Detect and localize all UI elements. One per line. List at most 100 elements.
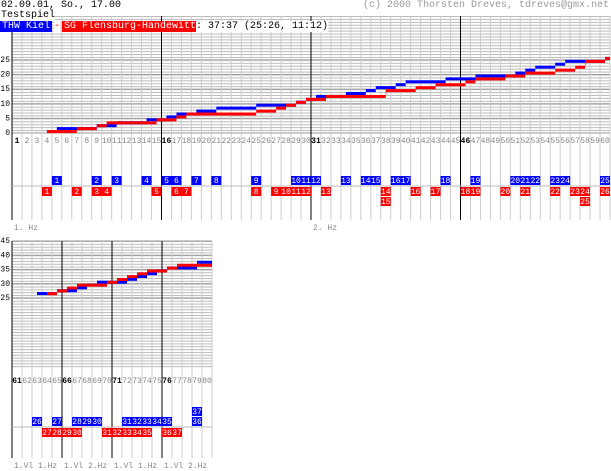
x-tick-label: 45 (451, 137, 461, 146)
separator: - (54, 21, 61, 32)
goal-label: 36 (162, 429, 172, 438)
x-tick-label: 10 (102, 137, 112, 146)
score-step (435, 83, 466, 87)
goal-box (171, 187, 182, 196)
score-step (256, 103, 297, 107)
score-step (575, 65, 586, 69)
x-tick-label: 77 (172, 377, 182, 386)
score-step (137, 272, 147, 276)
goal-box (111, 176, 122, 185)
goal-label: 27 (42, 429, 52, 438)
score-step (67, 286, 77, 290)
x-tick-label: 34 (341, 137, 351, 146)
x-tick-label: 13 (132, 137, 142, 146)
period-label: 1. Hz (14, 224, 38, 233)
goal-box (271, 187, 282, 196)
score-step (176, 112, 197, 116)
goal-label: 2 (94, 177, 99, 186)
goal-box (340, 176, 351, 185)
y-tick-label: 40 (0, 251, 10, 260)
goal-box (41, 187, 52, 196)
goal-label: 24 (560, 177, 570, 186)
x-tick-label: 50 (501, 137, 511, 146)
x-tick-label: 71 (112, 377, 122, 386)
score-step (465, 80, 476, 84)
goal-box (102, 428, 112, 437)
goal-label: 29 (82, 418, 92, 427)
goal-label: 21 (520, 188, 530, 197)
goal-label: 22 (550, 188, 560, 197)
x-tick-label: 78 (182, 377, 192, 386)
score-step (167, 266, 177, 270)
goal-label: 6 (174, 177, 179, 186)
x-tick-label: 76 (162, 377, 172, 386)
goal-label: 31 (122, 418, 132, 427)
goal-box (151, 187, 162, 196)
score-step (186, 112, 257, 116)
score-step (216, 106, 257, 110)
goal-box (550, 176, 561, 185)
score-step (525, 71, 556, 75)
goal-box (142, 428, 152, 437)
x-tick-label: 12 (122, 137, 132, 146)
score-step (96, 124, 107, 128)
goal-label: 8 (254, 188, 259, 197)
goal-box (460, 187, 471, 196)
x-tick-label: 56 (560, 137, 570, 146)
x-tick-label: 28 (281, 137, 291, 146)
score-step (555, 62, 566, 66)
goal-label: 4 (104, 188, 109, 197)
score-step (147, 269, 167, 273)
goal-label: 34 (152, 418, 162, 427)
y-tick-label: 30 (0, 280, 10, 289)
goal-box (62, 428, 72, 437)
goal-label: 19 (471, 177, 481, 186)
x-tick-label: 79 (192, 377, 202, 386)
score-step (176, 115, 187, 119)
goal-box (560, 176, 571, 185)
x-tick-label: 54 (540, 137, 550, 146)
goal-box (380, 187, 391, 196)
goal-box (251, 176, 262, 185)
home-team: THW Kiel (0, 21, 53, 32)
goal-label: 25 (600, 177, 610, 186)
goal-label: 31 (102, 429, 112, 438)
x-tick-label: 16 (162, 137, 172, 146)
score-step (117, 277, 127, 281)
goal-label: 12 (311, 177, 321, 186)
goal-label: 33 (122, 429, 132, 438)
score-step (515, 71, 526, 75)
goal-label: 34 (132, 429, 142, 438)
score-step (177, 263, 212, 267)
goal-label: 24 (580, 188, 590, 197)
x-tick-label: 36 (361, 137, 371, 146)
goal-label: 15 (371, 177, 381, 186)
x-tick-label: 62 (22, 377, 32, 386)
x-tick-label: 35 (351, 137, 361, 146)
score-step (585, 62, 586, 66)
goal-label: 18 (461, 188, 471, 197)
x-tick-label: 7 (74, 137, 79, 146)
goal-label: 9 (254, 177, 259, 186)
x-tick-label: 53 (530, 137, 540, 146)
goal-box (301, 176, 312, 185)
goal-label: 13 (321, 188, 331, 197)
goal-label: 9 (274, 188, 279, 197)
goal-box (171, 176, 182, 185)
goal-label: 20 (511, 177, 521, 186)
x-tick-label: 4 (44, 137, 49, 146)
score-step (256, 109, 277, 113)
score-step (137, 274, 147, 278)
x-tick-label: 41 (411, 137, 421, 146)
goal-label: 3 (114, 177, 119, 186)
goal-label: 10 (281, 188, 291, 197)
goal-label: 21 (520, 177, 530, 186)
x-tick-label: 43 (431, 137, 441, 146)
score-step (77, 283, 107, 287)
goal-label: 32 (112, 429, 122, 438)
goal-box (291, 187, 302, 196)
y-tick-label: 5 (5, 114, 10, 123)
score-step (605, 56, 610, 60)
goal-label: 37 (172, 429, 182, 438)
